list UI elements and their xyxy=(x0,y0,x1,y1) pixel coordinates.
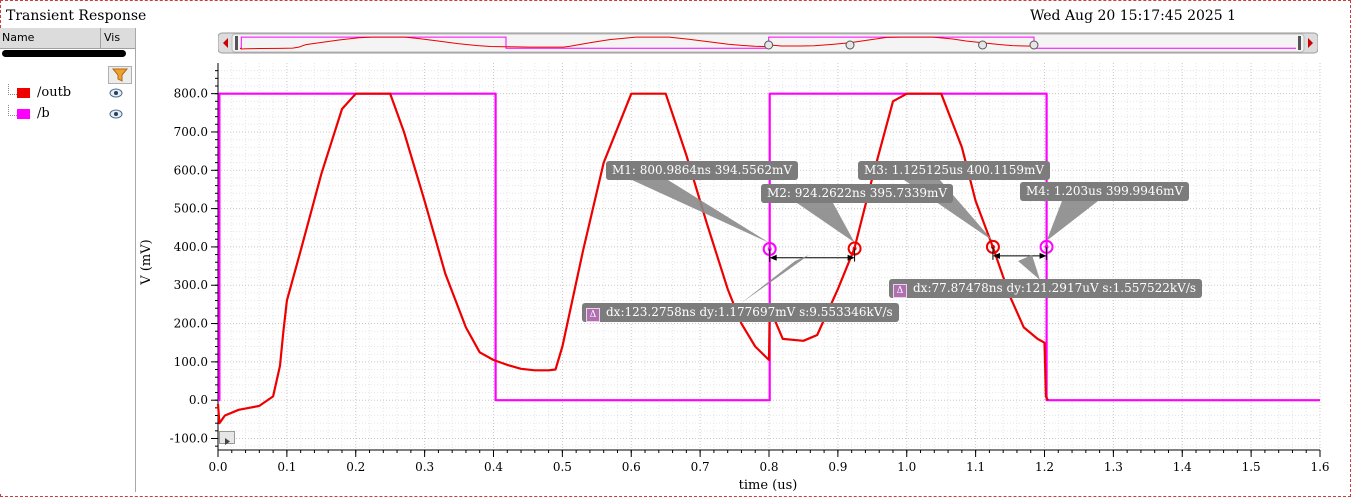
legend-header: Name Vis xyxy=(0,28,135,49)
eye-icon[interactable] xyxy=(109,108,123,120)
nav-right-arrow-icon[interactable] xyxy=(1308,38,1313,48)
y-tick-label: 600.0 xyxy=(174,163,208,177)
tree-line xyxy=(8,105,17,116)
legend-panel: Name Vis /outb /b xyxy=(0,28,136,492)
legend-label-b: /b xyxy=(37,106,50,121)
timestamp: Wed Aug 20 15:17:45 2025 1 xyxy=(1030,8,1237,24)
x-tick-label: 0.3 xyxy=(415,460,434,474)
delta-icon: Δ xyxy=(586,308,600,322)
delta-arrowhead xyxy=(992,252,1000,259)
nav-left-handle[interactable] xyxy=(235,36,238,50)
x-tick-label: 1.4 xyxy=(1173,460,1192,474)
x-tick-label: 0.5 xyxy=(553,460,572,474)
window-title: Transient Response xyxy=(6,8,147,24)
swatch-outb xyxy=(17,88,30,98)
x-tick-label: 1.5 xyxy=(1242,460,1261,474)
delta-pointer xyxy=(740,255,809,304)
legend-item-outb[interactable]: /outb xyxy=(0,84,135,104)
y-tick-label: 0.0 xyxy=(189,393,208,407)
x-tick-label: 0.9 xyxy=(828,460,847,474)
overview-navigator[interactable] xyxy=(217,30,1319,56)
y-tick-label: 200.0 xyxy=(174,317,208,331)
x-tick-label: 1.6 xyxy=(1310,460,1329,474)
play-button[interactable] xyxy=(219,431,235,445)
marker-pointer xyxy=(797,203,855,243)
delta-icon: Δ xyxy=(893,284,907,298)
nav-marker-m4[interactable] xyxy=(1029,40,1039,50)
delta-arrowhead xyxy=(1039,252,1047,259)
y-tick-label: 400.0 xyxy=(174,240,208,254)
marker-label-m3[interactable]: M3: 1.125125us 400.1159mV xyxy=(858,161,1051,180)
nav-trace-outb xyxy=(239,36,1036,50)
delta-pointer xyxy=(1018,255,1040,280)
marker-pointer xyxy=(632,180,770,244)
tree-line xyxy=(8,84,17,95)
marker-label-m2[interactable]: M2: 924.2622ns 395.7339mV xyxy=(761,184,954,203)
x-tick-label: 1.3 xyxy=(1104,460,1123,474)
x-tick-label: 1.0 xyxy=(897,460,916,474)
axes: 0.0 0.1 0.2 0.3 0.4 0.5 0.6 0.7 0.8 0.9 1.0 1.1 1.2 1… xyxy=(170,63,1330,474)
swatch-b xyxy=(17,109,30,119)
x-axis-label: time (us) xyxy=(739,478,798,493)
delta-arrowhead xyxy=(769,254,777,261)
nav-right-handle[interactable] xyxy=(1298,36,1301,50)
x-tick-label: 0.1 xyxy=(277,460,296,474)
x-tick-label: 1.2 xyxy=(1035,460,1054,474)
y-tick-label: 500.0 xyxy=(174,202,208,216)
y-tick-label: -100.0 xyxy=(170,432,208,446)
marker-pointer xyxy=(1046,201,1098,241)
x-tick-label: 0.2 xyxy=(346,460,365,474)
x-tick-label: 0.6 xyxy=(622,460,641,474)
nav-left-arrow-icon[interactable] xyxy=(223,38,228,48)
legend-item-b[interactable]: /b xyxy=(0,105,135,125)
nav-marker-m1[interactable] xyxy=(764,40,774,50)
delta-text-1: dx:123.2758ns dy:1.177697mV s:9.553346kV… xyxy=(606,305,893,319)
marker-label-m4[interactable]: M4: 1.203us 399.9946mV xyxy=(1020,182,1190,201)
y-tick-label: 100.0 xyxy=(174,355,208,369)
x-tick-label: 0.0 xyxy=(208,460,227,474)
y-tick-label: 300.0 xyxy=(174,278,208,292)
nav-marker-m3[interactable] xyxy=(978,40,988,50)
y-tick-label: 700.0 xyxy=(174,125,208,139)
y-axis-label: V (mV) xyxy=(139,239,154,285)
legend-label-outb: /outb xyxy=(37,85,72,100)
x-tick-label: 1.1 xyxy=(966,460,985,474)
delta-arrowhead xyxy=(847,254,855,261)
x-tick-label: 0.4 xyxy=(484,460,503,474)
x-tick-label: 0.8 xyxy=(759,460,778,474)
eye-icon[interactable] xyxy=(109,87,123,99)
delta-text-2: dx:77.87478ns dy:121.2917uV s:1.557522kV… xyxy=(913,281,1197,295)
y-tick-label: 800.0 xyxy=(174,87,208,101)
x-tick-label: 0.7 xyxy=(691,460,710,474)
filter-icon[interactable] xyxy=(108,66,132,84)
legend-header-vis[interactable]: Vis xyxy=(104,31,121,44)
legend-scrollbar[interactable] xyxy=(2,50,126,57)
nav-traces xyxy=(239,36,1296,50)
legend-header-divider xyxy=(100,28,101,48)
marker-label-m1[interactable]: M1: 800.9864ns 394.5562mV xyxy=(606,161,799,180)
legend-header-name[interactable]: Name xyxy=(2,31,35,44)
series-line-outb[interactable] xyxy=(216,92,1049,425)
nav-marker-m2[interactable] xyxy=(845,40,855,50)
